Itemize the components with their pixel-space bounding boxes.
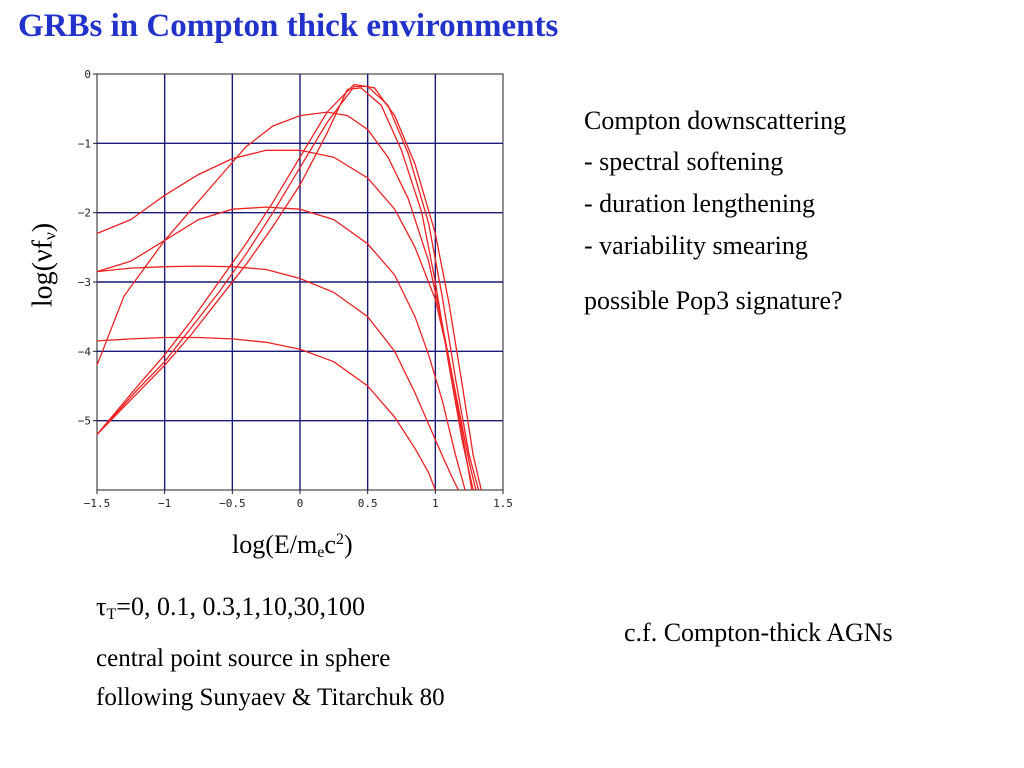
spectrum-curve-7 bbox=[96, 265, 459, 491]
x-tick-label: −1 bbox=[158, 497, 171, 510]
x-tick-label: −1.5 bbox=[84, 497, 111, 510]
y-tick-label: −1 bbox=[78, 137, 91, 150]
bullet-variability-smearing: - variability smearing bbox=[584, 231, 808, 260]
bullet-compton-downscattering: Compton downscattering bbox=[584, 106, 847, 135]
spectrum-curve-5 bbox=[96, 149, 473, 491]
x-tick-label: 1.5 bbox=[493, 497, 513, 510]
slide-title: GRBs in Compton thick environments bbox=[18, 8, 559, 44]
note-line-1: central point source in sphere bbox=[96, 645, 391, 672]
pop3-question: possible Pop3 signature? bbox=[584, 286, 843, 315]
y-tick-label: −2 bbox=[78, 207, 91, 220]
spectrum-curve-2 bbox=[96, 85, 480, 491]
x-axis-label: log(E/mec2) bbox=[232, 530, 353, 562]
x-tick-label: 0.5 bbox=[358, 497, 378, 510]
tau-values-text: =0, 0.1, 0.3,1,10,30,100 bbox=[116, 592, 365, 621]
spectrum-curve-6 bbox=[96, 206, 466, 491]
tau-values: τT=0, 0.1, 0.3,1,10,30,100 bbox=[96, 592, 365, 624]
y-tick-label: 0 bbox=[84, 68, 91, 81]
spectrum-curve-1 bbox=[96, 87, 474, 491]
x-tick-label: −0.5 bbox=[219, 497, 246, 510]
x-tick-label: 1 bbox=[432, 497, 439, 510]
y-tick-label: −4 bbox=[78, 345, 92, 358]
spectrum-curve-4 bbox=[96, 111, 477, 491]
y-tick-label: −3 bbox=[78, 276, 91, 289]
x-tick-label: 0 bbox=[297, 497, 304, 510]
spectrum-curve-3 bbox=[96, 83, 482, 491]
cf-agn-note: c.f. Compton-thick AGNs bbox=[624, 618, 893, 647]
note-line-2: following Sunyaev & Titarchuk 80 bbox=[96, 684, 445, 711]
y-tick-label: −5 bbox=[78, 415, 91, 428]
bullet-duration-lengthening: - duration lengthening bbox=[584, 189, 816, 218]
spectrum-curve-8 bbox=[96, 336, 436, 491]
bullet-spectral-softening: - spectral softening bbox=[584, 147, 784, 176]
y-axis-label: log(νfν) bbox=[27, 222, 60, 308]
